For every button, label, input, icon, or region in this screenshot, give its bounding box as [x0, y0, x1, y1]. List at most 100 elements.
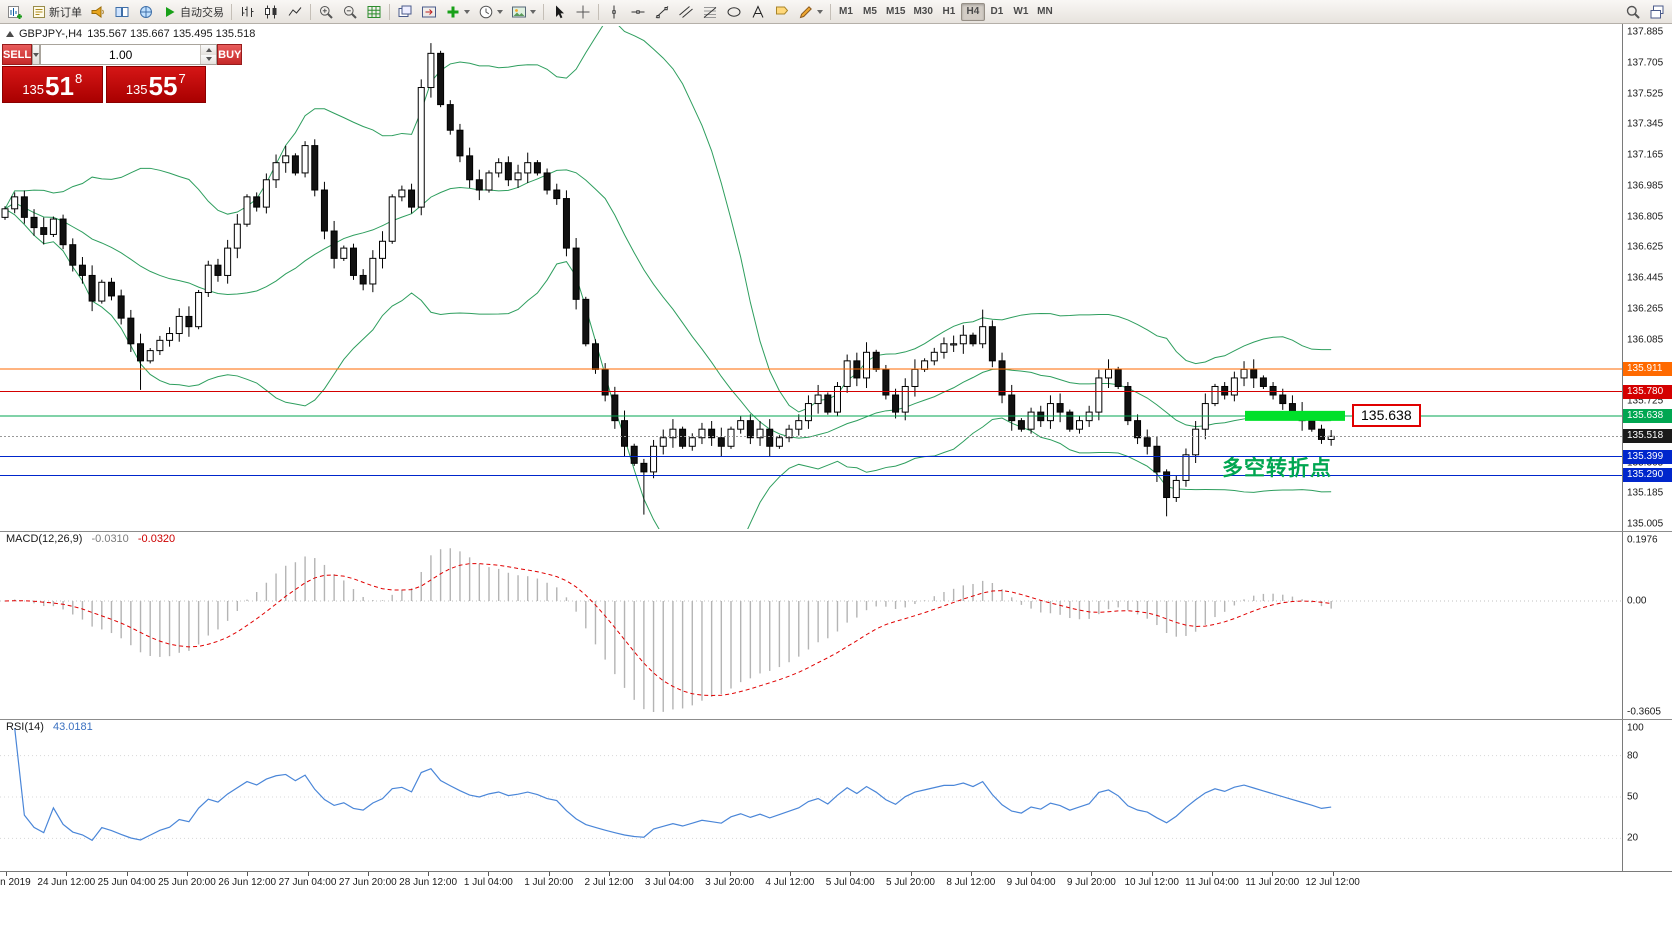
templates-button[interactable]: [507, 2, 540, 22]
candle: [1, 206, 9, 220]
sell-button[interactable]: SELL: [2, 44, 33, 65]
fibonacci-tool-button[interactable]: [698, 2, 722, 22]
volume-up-button[interactable]: [201, 45, 217, 55]
time-tick: [488, 872, 490, 876]
timeframe-h1[interactable]: H1: [937, 3, 961, 21]
candle: [863, 342, 871, 389]
zoomin-icon: [318, 4, 334, 20]
timeframe-w1[interactable]: W1: [1009, 3, 1033, 21]
toggle-panels-button[interactable]: [1645, 2, 1669, 22]
timeframe-m15[interactable]: M15: [882, 3, 909, 21]
community-button[interactable]: [134, 2, 158, 22]
line-chart-mode-button[interactable]: [283, 2, 307, 22]
indplus-icon: [445, 4, 461, 20]
price-level-label[interactable]: 135.638: [1352, 403, 1421, 427]
buy-price-prefix: 135: [125, 82, 148, 97]
scale-label: 136.985: [1627, 180, 1664, 192]
candle: [1269, 382, 1277, 400]
zoom-in-button[interactable]: [314, 2, 338, 22]
candle: [311, 139, 319, 197]
volume-dropdown-button[interactable]: [32, 44, 41, 65]
shapes-tool-button[interactable]: [722, 2, 746, 22]
cross-icon: [575, 4, 591, 20]
timeframe-mn[interactable]: MN: [1033, 3, 1057, 21]
price-badge-135.518: 135.518: [1623, 429, 1672, 444]
chevron-down-icon: [497, 9, 503, 14]
candle: [1056, 393, 1064, 423]
indicators-list-button[interactable]: [441, 2, 474, 22]
new-chart-button[interactable]: [3, 2, 27, 22]
chart-annotation-text[interactable]: 多空转折点: [1222, 457, 1332, 481]
toolbar-separator: [543, 3, 544, 20]
auto-trading-button[interactable]: 自动交易: [158, 2, 228, 22]
candle: [98, 279, 106, 304]
scale-label: 137.345: [1627, 118, 1664, 130]
auto-scroll-button[interactable]: [417, 2, 441, 22]
channel-tool-button[interactable]: [674, 2, 698, 22]
arrow-tool-button[interactable]: [770, 2, 794, 22]
vertical-line-tool-button[interactable]: [602, 2, 626, 22]
tile-windows-button[interactable]: [362, 2, 386, 22]
candle: [533, 160, 541, 176]
buy-price-button[interactable]: 135 55 7: [105, 66, 206, 103]
restore-icon: [1649, 4, 1665, 20]
timeframe-h4[interactable]: H4: [960, 2, 985, 21]
vline-icon: [606, 4, 622, 20]
toolbar-separator: [310, 3, 311, 20]
candle: [1163, 469, 1171, 517]
timeframe-m30[interactable]: M30: [909, 3, 936, 21]
highlight-rectangle[interactable]: [1245, 410, 1345, 421]
timeframe-d1[interactable]: D1: [985, 3, 1009, 21]
timeframe-m5[interactable]: M5: [858, 3, 882, 21]
crosshair-tool-button[interactable]: [571, 2, 595, 22]
volume-input[interactable]: [41, 45, 201, 64]
volume-down-button[interactable]: [201, 54, 217, 64]
time-axis-label: 10 Jul 12:00: [1124, 877, 1179, 888]
cursor-tool-button[interactable]: [547, 2, 571, 22]
candle: [379, 231, 387, 269]
scale-label: 137.165: [1627, 149, 1664, 161]
panel-divider-rsi[interactable]: [0, 719, 1672, 720]
candle: [282, 145, 290, 173]
candle: [1085, 405, 1093, 427]
draw-tools-button[interactable]: [794, 2, 827, 22]
time-axis-label: 28 Jun 12:00: [399, 877, 458, 888]
text-tool-button[interactable]: [746, 2, 770, 22]
bar-chart-mode-button[interactable]: [235, 2, 259, 22]
sell-price-button[interactable]: 135 51 8: [2, 66, 103, 103]
chart-canvas[interactable]: [0, 24, 1672, 950]
candlestick-mode-button[interactable]: [259, 2, 283, 22]
zoom-out-button[interactable]: [338, 2, 362, 22]
candle: [1259, 375, 1267, 390]
price-badge-135.911: 135.911: [1623, 362, 1672, 377]
buy-button[interactable]: BUY: [217, 44, 243, 65]
cascade-windows-button[interactable]: [393, 2, 417, 22]
candle: [1114, 366, 1122, 390]
candle: [1240, 361, 1248, 387]
price-scale[interactable]: 137.885 137.705 137.525 137.345 137.165 136.9…: [1622, 24, 1672, 871]
time-axis-label: 2 Jul 12:00: [584, 877, 634, 888]
candle: [708, 420, 716, 446]
panel-divider-macd[interactable]: [0, 531, 1672, 532]
shift-icon: [421, 4, 437, 20]
rsi-scale-label: 80: [1627, 750, 1639, 762]
candle: [611, 386, 619, 429]
trendline-tool-button[interactable]: [650, 2, 674, 22]
horizontal-line-tool-button[interactable]: [626, 2, 650, 22]
candle: [262, 173, 270, 214]
timeframe-m1[interactable]: M1: [834, 3, 858, 21]
candle: [88, 265, 96, 312]
globe-icon: [138, 4, 154, 20]
candle: [1037, 405, 1045, 427]
periods-button[interactable]: [474, 2, 507, 22]
new-order-button[interactable]: 新订单: [27, 2, 86, 22]
search-button[interactable]: [1621, 2, 1645, 22]
candle: [485, 170, 493, 193]
volume-box: [40, 44, 218, 65]
candle: [137, 333, 145, 390]
market-watch-button[interactable]: [110, 2, 134, 22]
candle: [756, 420, 764, 446]
alerts-button[interactable]: [86, 2, 110, 22]
